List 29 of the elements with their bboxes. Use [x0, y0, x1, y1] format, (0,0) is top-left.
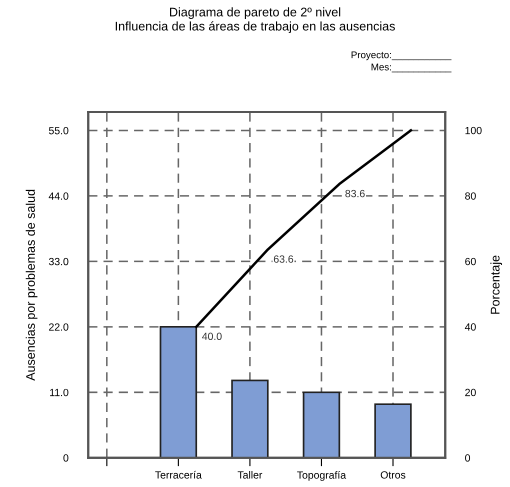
data-label: 83.6 — [345, 190, 365, 198]
x-tick-label: Taller — [238, 470, 262, 479]
y-tick-label: 0 — [63, 454, 68, 462]
x-tick-label: Terracería — [155, 470, 202, 479]
y-tick-label: 22.0 — [49, 323, 68, 331]
bar — [160, 326, 198, 458]
data-label: 63.6 — [274, 255, 294, 263]
chart-title: Diagrama de pareto de 2º nivel Influencia de las áreas de trabajo en las ausencias — [116, 7, 395, 34]
x-tick-label: Topografía — [297, 470, 346, 481]
line-series — [195, 129, 412, 328]
y2-tick-label: 0 — [465, 454, 470, 462]
bar — [231, 380, 269, 458]
y2-tick-label: 60 — [465, 258, 476, 266]
y-tick-label: 55.0 — [48, 126, 68, 134]
y-tick-label: 11.0 — [50, 388, 68, 396]
bar — [302, 391, 340, 458]
text: Proyecto:___________ — [352, 51, 452, 60]
x-tick-label: Otros — [380, 471, 406, 479]
y-tick-label: 33.0 — [48, 258, 68, 266]
y-axis-title: Ausencias por problemas de salud — [26, 190, 38, 381]
bar — [374, 403, 412, 458]
text: Mes:___________ — [372, 64, 452, 72]
y2-axis-title: Porcentaje — [490, 256, 502, 314]
data-label: 40.0 — [202, 332, 222, 340]
y2-tick-label: 40 — [464, 323, 476, 331]
y2-tick-label: 20 — [465, 388, 476, 396]
y-tick-label: 44.0 — [48, 192, 68, 200]
y2-tick-label: 80 — [465, 192, 476, 200]
y2-tick-label: 100 — [465, 126, 482, 134]
